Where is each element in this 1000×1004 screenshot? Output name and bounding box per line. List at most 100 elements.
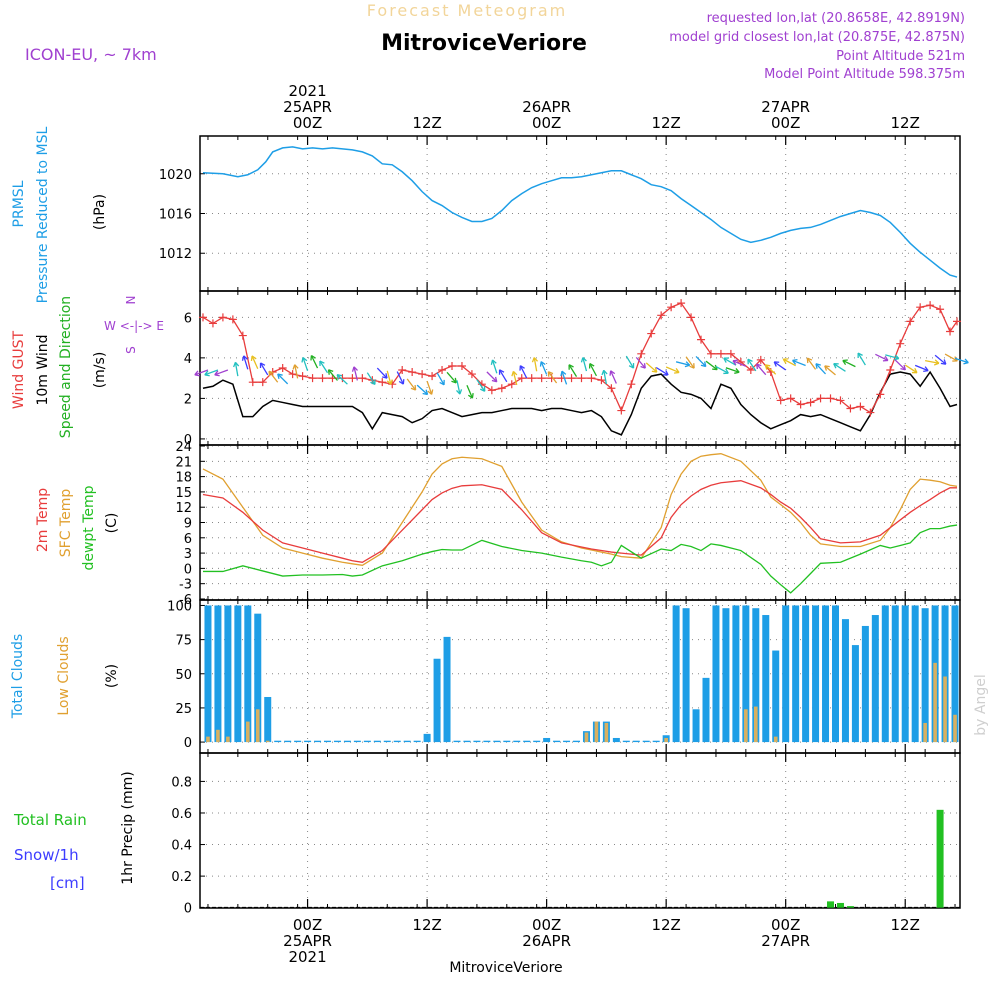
y-tick-label: 1016	[159, 208, 192, 223]
bottom-time-label: 27APR	[761, 932, 810, 950]
y-tick-label: -6	[179, 593, 192, 608]
wind-direction-arrow	[243, 355, 249, 370]
gust-marker	[228, 315, 237, 324]
gust-marker	[248, 378, 257, 387]
gust-marker	[318, 374, 327, 383]
total-cloud-bar	[772, 650, 780, 743]
y-tick-label: 0.4	[171, 839, 192, 854]
wind-direction-arrowhead	[422, 389, 429, 396]
total-cloud-bar	[493, 740, 501, 743]
wind-direction-arrow	[204, 369, 219, 376]
wind-direction-arrow	[925, 359, 940, 364]
bottom-time-label: 12Z	[412, 916, 441, 934]
total-cloud-bar	[921, 608, 929, 743]
gust-marker	[836, 396, 845, 405]
wind-direction-arrow	[833, 363, 846, 372]
wind-direction-arrowhead	[479, 386, 486, 392]
wind-direction-arrow	[792, 359, 806, 367]
wind-dir-label: Speed and Direction	[58, 296, 74, 438]
wind-direction-arrow	[782, 358, 796, 367]
rain-bar	[936, 809, 944, 908]
y-tick-label: 0	[184, 902, 192, 917]
wind-direction-arrow	[456, 380, 461, 395]
y-tick-label: 2	[184, 392, 192, 407]
wind-direction-arrow	[251, 355, 259, 369]
wind-direction-arrowhead	[214, 370, 220, 377]
gust-marker	[258, 378, 267, 387]
wind-direction-arrowhead	[628, 363, 635, 369]
wind-direction-arrowhead	[773, 361, 780, 367]
total-cloud-bar	[722, 608, 730, 743]
sfc-temp-line	[202, 453, 958, 567]
wind-direction-arrow	[327, 369, 338, 381]
wind-direction-arrowhead	[674, 368, 680, 374]
point-altitude: Point Altitude 521m	[836, 49, 965, 64]
low-cloud-bar	[246, 721, 250, 743]
total-cloud-bar	[901, 605, 909, 743]
gust-marker	[438, 366, 447, 375]
total-cloud-bar	[214, 605, 222, 743]
gust-marker	[647, 329, 656, 338]
gust-marker	[457, 361, 466, 370]
low-cloud-bar	[206, 736, 210, 743]
wind-direction-arrowhead	[519, 365, 525, 371]
wind-direction-arrow	[665, 366, 680, 374]
wind-direction-arrow	[214, 369, 229, 376]
wind-direction-arrowhead	[439, 379, 445, 386]
wind-direction-arrow	[446, 371, 457, 384]
y-tick-label: 24	[175, 440, 192, 455]
low-cloud-bar	[255, 709, 260, 743]
gust-marker	[637, 349, 646, 358]
bottom-time-label: 12Z	[891, 916, 920, 934]
rain-legend: Total Rain	[13, 811, 87, 829]
wind-direction-arrowhead	[268, 370, 274, 377]
wind-direction-arrow	[914, 364, 929, 372]
snow-unit-legend: [cm]	[50, 874, 85, 892]
wind-direction-arrowhead	[689, 363, 695, 369]
wind-direction-arrowhead	[241, 355, 248, 361]
wind-direction-arrow	[885, 354, 899, 360]
gust-marker	[816, 394, 825, 403]
gust-marker	[677, 299, 686, 308]
wind-direction-arrowhead	[824, 365, 830, 371]
y-tick-label: 50	[175, 668, 192, 683]
wind-direction-arrowhead	[609, 370, 616, 376]
wind-direction-arrow	[944, 353, 958, 362]
total-cloud-bar	[702, 677, 710, 743]
compass-we: W <-|-> E	[104, 319, 164, 333]
wind-direction-arrow	[603, 370, 608, 385]
wind-direction-arrowhead	[250, 355, 257, 361]
gust-marker	[308, 374, 317, 383]
wind-direction-arrowhead	[911, 367, 918, 374]
total-cloud-bar	[881, 605, 889, 743]
wind-direction-arrow	[436, 372, 445, 386]
gust-marker	[617, 406, 626, 415]
bottom-time-label: 00Z	[771, 916, 800, 934]
total-cloud-bar	[742, 605, 750, 743]
wind-direction-arrow	[725, 367, 740, 373]
gust-marker	[208, 319, 217, 328]
low-cloud-bar	[744, 709, 748, 743]
y-tick-label: 0.8	[171, 775, 192, 790]
footer-station: MitroviceVeriore	[449, 960, 562, 976]
low-cloud-bar	[664, 737, 668, 743]
total-cloud-bar	[941, 605, 949, 743]
gust-marker	[448, 361, 457, 370]
top-time-label: 00Z	[771, 114, 800, 132]
gust-marker	[806, 398, 815, 407]
y-tick-label: 9	[184, 517, 192, 532]
temp-2m-line	[202, 480, 958, 563]
wind-direction-arrowhead	[684, 361, 691, 368]
wind-direction-arrow	[302, 357, 309, 371]
gust-marker	[278, 364, 287, 372]
wind-direction-arrow	[655, 366, 669, 376]
wind-direction-arrow	[625, 355, 635, 369]
low-cloud-bar	[604, 722, 609, 743]
top-time-label: 27APR	[761, 98, 810, 116]
pressure-unit: (hPa)	[92, 194, 108, 230]
wind-direction-arrowhead	[833, 363, 839, 369]
gust-marker	[467, 370, 476, 379]
wind-direction-arrow	[561, 370, 568, 385]
low-cloud-bar	[216, 729, 220, 743]
total-cloud-bar	[224, 605, 232, 743]
